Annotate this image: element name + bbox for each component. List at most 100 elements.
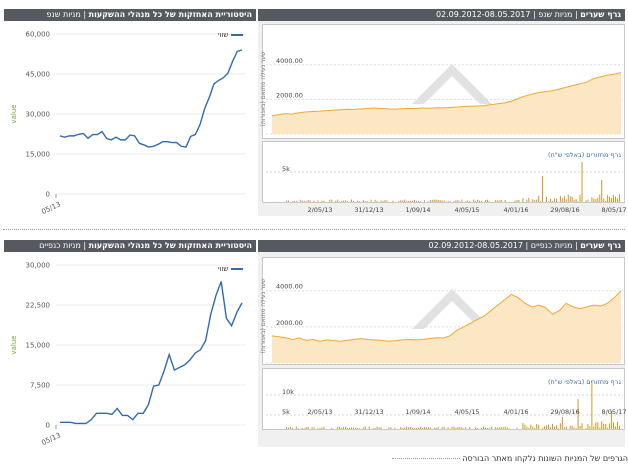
bottom-price-volume-bar (305, 427, 307, 429)
top-price-volume-bar (358, 201, 360, 202)
top-price-date-tick: 2/05/13 (307, 206, 332, 214)
top-price-price-area (272, 72, 621, 134)
bottom-price-volume-bar (557, 428, 559, 429)
top-price-volume-bar (587, 199, 589, 202)
bottom-price-volume-bar (544, 426, 546, 429)
bottom-price-volume-bar (575, 428, 577, 429)
top-price-volume-bar (386, 200, 388, 202)
top-price-volume-bar (427, 201, 429, 202)
bottom-price-volume-bar (345, 426, 347, 429)
bottom-right-header-title: גרף שערים (580, 241, 621, 250)
top-price-volume-bar (429, 200, 431, 202)
bottom-price-volume-bar (561, 417, 563, 429)
top-right-header-sub: | מניות שנפ | 02.09.2012-08.05.2017 (435, 10, 581, 19)
top-price-volume-bar (605, 201, 607, 202)
bottom-price-volume-bar (516, 427, 518, 429)
bottom-price-volume-bar (331, 427, 333, 429)
bottom-price-volume-bar (607, 427, 609, 429)
bottom-volume-chart-frame (262, 368, 625, 430)
top-price-volume-bar (488, 201, 490, 202)
bottom-price-volume-bar (380, 427, 382, 429)
top-price-volume-bar (345, 200, 347, 202)
top-price-volume-bar (559, 195, 561, 202)
top-holdings-y-axis-label: value (10, 104, 18, 123)
bottom-holdings-x-tick: 05/13 (40, 431, 62, 447)
bottom-price-volume-bar (469, 427, 471, 429)
top-price-volume-bar (416, 200, 417, 202)
top-price-volume-bar (601, 180, 603, 202)
top-price-volume-bar (603, 198, 605, 202)
top-price-volume-bar (532, 199, 534, 202)
top-price-volume-bar (313, 200, 315, 202)
bottom-price-volume-bar (390, 427, 392, 429)
top-price-date-tick: 4/01/16 (503, 206, 528, 214)
top-price-volume-bar (343, 200, 345, 202)
top-price-volume-bar (611, 198, 613, 202)
top-price-volume-bar (353, 200, 354, 202)
bottom-price-volume-bar (502, 426, 504, 429)
bottom-price-volume-bar (423, 426, 425, 429)
bottom-price-volume-tick: 5k (282, 408, 290, 416)
bottom-price-volume-bar (477, 427, 479, 429)
top-holdings-x-tick: 05/13 (40, 200, 62, 216)
bottom-price-volume-bar (508, 428, 510, 429)
bottom-price-volume-bar (619, 425, 620, 429)
bottom-price-volume-bar (530, 424, 532, 429)
bottom-price-volume-bar (297, 428, 299, 429)
bottom-legend-label: שווי (218, 265, 229, 273)
bottom-price-price-area (272, 290, 621, 363)
bottom-price-volume-bar (319, 428, 321, 429)
top-price-volume-label: גרף מחזורים (באלפי ש"ח) (548, 151, 621, 159)
bottom-holdings-value-line (60, 281, 243, 425)
bottom-price-volume-bar (483, 426, 484, 429)
bottom-price-volume-bar (341, 428, 343, 429)
bottom-price-volume-bar (291, 427, 293, 429)
bottom-price-volume-bar (321, 427, 323, 429)
bottom-price-volume-bar (378, 427, 380, 429)
top-price-volume-bar (609, 196, 611, 202)
bottom-price-volume-bar (447, 427, 449, 429)
source-footer: הגרפים של המניות השונות נלקחו מאתר הבורס… (310, 454, 628, 463)
top-price-volume-bar (619, 194, 620, 202)
bottom-price-volume-bar (554, 426, 555, 429)
bottom-holdings-y-tick: 30,000 (26, 262, 51, 270)
bottom-price-volume-bar (569, 425, 571, 429)
bottom-price-volume-bar (406, 426, 408, 429)
top-price-volume-bar (526, 199, 528, 202)
bottom-price-date-tick: 31/12/13 (354, 408, 383, 416)
bottom-price-volume-bar (362, 427, 364, 429)
bottom-price-volume-bar (500, 427, 502, 429)
top-left-header: היסטוריית האחזקות של כל מנהלי ההשקעות | … (4, 9, 256, 21)
top-price-volume-bar (335, 200, 337, 202)
top-right-header: גרף שערים | מניות שנפ | 02.09.2012-08.05… (258, 9, 625, 21)
top-price-date-tick: 31/12/13 (354, 206, 383, 214)
bottom-price-volume-bar (538, 424, 540, 429)
top-price-volume-bar (498, 200, 500, 202)
bottom-price-volume-bar (295, 426, 297, 429)
bottom-price-volume-bar (404, 427, 406, 429)
bottom-holdings-line-chart: 30,000 22,500 15,000 7,500 005/13 value (10, 262, 246, 447)
bottom-price-volume-bar (536, 424, 538, 429)
bottom-price-volume-bar (601, 421, 603, 429)
top-price-volume-bar (301, 200, 303, 202)
top-price-volume-bar (384, 200, 386, 202)
top-price-volume-bar (293, 200, 295, 202)
bottom-price-volume-bar (421, 427, 423, 429)
bottom-price-volume-bar (603, 423, 605, 429)
top-price-volume-bar (341, 200, 343, 202)
bottom-price-volume-bar (550, 427, 551, 429)
bottom-holdings-y-axis-label: value (10, 335, 18, 354)
top-price-volume-bar (613, 194, 615, 202)
bottom-price-y-tick: 4000.00 (276, 283, 303, 291)
top-price-volume-bar (571, 196, 573, 202)
top-price-volume-bar (364, 201, 366, 202)
bottom-price-volume-bar (289, 426, 291, 429)
top-price-volume-bar (392, 200, 394, 202)
bottom-price-date-tick: 4/01/16 (503, 408, 528, 416)
bottom-price-volume-bar (496, 427, 498, 429)
bottom-price-volume-bar (343, 427, 345, 429)
top-price-volume-bar (599, 194, 601, 202)
bottom-price-y-tick: 2000.00 (276, 319, 303, 327)
bottom-price-date-tick: 1/09/14 (405, 408, 430, 416)
bottom-price-volume-bar (565, 426, 567, 429)
